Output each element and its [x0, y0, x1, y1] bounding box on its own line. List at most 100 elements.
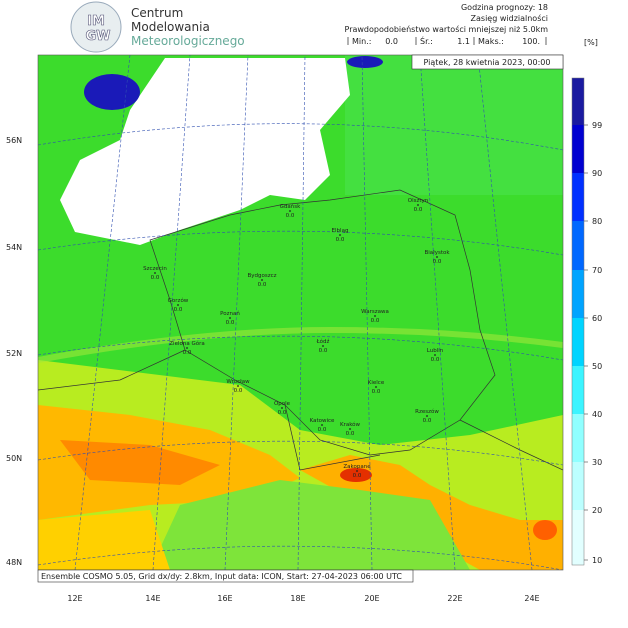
- lat-label: 50N: [6, 454, 22, 463]
- city-dot: [322, 345, 324, 347]
- lat-label: 52N: [6, 349, 22, 358]
- footer-box: [37, 569, 414, 583]
- tick-label: 40: [592, 410, 602, 419]
- city-value: 0.0: [414, 207, 423, 213]
- city-value: 0.0: [151, 275, 160, 281]
- city-dot: [289, 210, 291, 212]
- city-value: 0.0: [226, 320, 235, 326]
- map-raster: [38, 55, 563, 570]
- lat-label: 54N: [6, 243, 22, 252]
- logo-mark: IM: [87, 14, 105, 29]
- city-dot: [281, 407, 283, 409]
- tick-label: 70: [592, 266, 602, 275]
- stat-value: 100.: [522, 37, 540, 46]
- lon-label: 14E: [145, 594, 160, 603]
- city-name: Wrocław: [226, 379, 250, 385]
- lon-label: 24E: [524, 594, 539, 603]
- city-dot: [426, 415, 428, 417]
- city-name: Łódź: [316, 338, 330, 345]
- city-name: Warszawa: [361, 309, 389, 315]
- stat-label: Min.:: [352, 37, 371, 46]
- city-value: 0.0: [431, 357, 440, 363]
- city-dot: [321, 424, 323, 426]
- city-value: 0.0: [174, 307, 183, 313]
- tick-label: 20: [592, 506, 602, 515]
- unit: [%]: [584, 38, 598, 47]
- city-name: Katowice: [310, 418, 335, 424]
- city-value: 0.0: [318, 427, 327, 433]
- colorbar-ticks: 99 90 80 70 60 50 40 30 20 10: [584, 121, 602, 565]
- city-name: Rzeszów: [415, 408, 439, 415]
- city-dot: [229, 317, 231, 319]
- city-name: Zielona Góra: [169, 340, 204, 347]
- city-name: Kielce: [368, 380, 385, 386]
- stat-value: 1.1: [457, 37, 470, 46]
- logo-circle: [70, 1, 122, 53]
- city-name: Lublin: [427, 348, 444, 354]
- city-dot: [417, 204, 419, 206]
- city-dot: [186, 347, 188, 349]
- city-name: Bydgoszcz: [247, 273, 276, 279]
- logo-mark: GW: [85, 29, 110, 44]
- lon-label: 22E: [447, 594, 462, 603]
- tick-label: 50: [592, 362, 602, 371]
- city-name: Opole: [274, 401, 291, 407]
- stat-label: Maks.:: [478, 37, 504, 46]
- city-name: Elbląg: [332, 228, 349, 234]
- city-name: Poznań: [220, 310, 240, 317]
- city-value: 0.0: [336, 237, 345, 243]
- city-value: 0.0: [433, 259, 442, 265]
- city-value: 0.0: [286, 213, 295, 219]
- lat-label: 48N: [6, 558, 22, 567]
- logo-name: Meteorologicznego: [131, 34, 245, 48]
- city-value: 0.0: [183, 350, 192, 356]
- stat-label: Śr.:: [420, 35, 433, 46]
- city-name: Gorzów: [168, 297, 189, 304]
- colorbar: [571, 77, 585, 566]
- city-name: Olsztyn: [408, 198, 429, 204]
- city-value: 0.0: [258, 282, 267, 288]
- city-labels: Gdańsk 0.0 Elbląg 0.0 Olsztyn 0.0 Białystok 0.0…: [143, 198, 450, 479]
- city-dot: [261, 279, 263, 281]
- city-name: Gdańsk: [280, 203, 301, 210]
- lon-label: 16E: [217, 594, 232, 603]
- city-value: 0.0: [372, 389, 381, 395]
- city-name: Szczecin: [143, 266, 167, 272]
- city-value: 0.0: [346, 431, 355, 437]
- date-box: [411, 54, 564, 70]
- city-value: 0.0: [353, 473, 362, 479]
- tick-label: 30: [592, 458, 602, 467]
- city-value: 0.0: [423, 418, 432, 424]
- logo-name: Modelowania: [131, 20, 210, 34]
- city-dot: [349, 428, 351, 430]
- lon-label: 18E: [290, 594, 305, 603]
- logo-name: Centrum: [131, 6, 183, 20]
- city-dot: [237, 385, 239, 387]
- tick-label: 10: [592, 556, 602, 565]
- lon-label: 20E: [364, 594, 379, 603]
- footer: Ensemble COSMO 5.05, Grid dx/dy: 2.8km, …: [41, 572, 402, 581]
- city-name: Białystok: [424, 250, 450, 256]
- stats: Min.: 0.0 Śr.: 1.1 Maks.: 100.: [347, 35, 547, 46]
- tick-label: 90: [592, 169, 602, 178]
- city-dot: [154, 272, 156, 274]
- tick-label: 60: [592, 314, 602, 323]
- axis-labels: 56N 54N 52N 50N 48N 12E 14E 16E 18E 20E 22E 24E: [6, 136, 540, 603]
- tick-label: 80: [592, 217, 602, 226]
- city-name: Kraków: [340, 421, 361, 428]
- header-line: Godzina prognozy: 18: [461, 3, 548, 12]
- header-line: Prawdopodobieństwo wartości mniejszej ni…: [345, 24, 549, 34]
- city-dot: [374, 315, 376, 317]
- city-value: 0.0: [278, 410, 287, 416]
- city-value: 0.0: [319, 348, 328, 354]
- stat-value: 0.0: [385, 37, 398, 46]
- tick-label: 99: [592, 121, 602, 130]
- city-value: 0.0: [234, 388, 243, 394]
- city-dot: [177, 304, 179, 306]
- city-dot: [356, 470, 358, 472]
- city-dot: [436, 256, 438, 258]
- city-name: Zakopane: [343, 464, 371, 470]
- date: Piątek, 28 kwietnia 2023, 00:00: [424, 58, 551, 67]
